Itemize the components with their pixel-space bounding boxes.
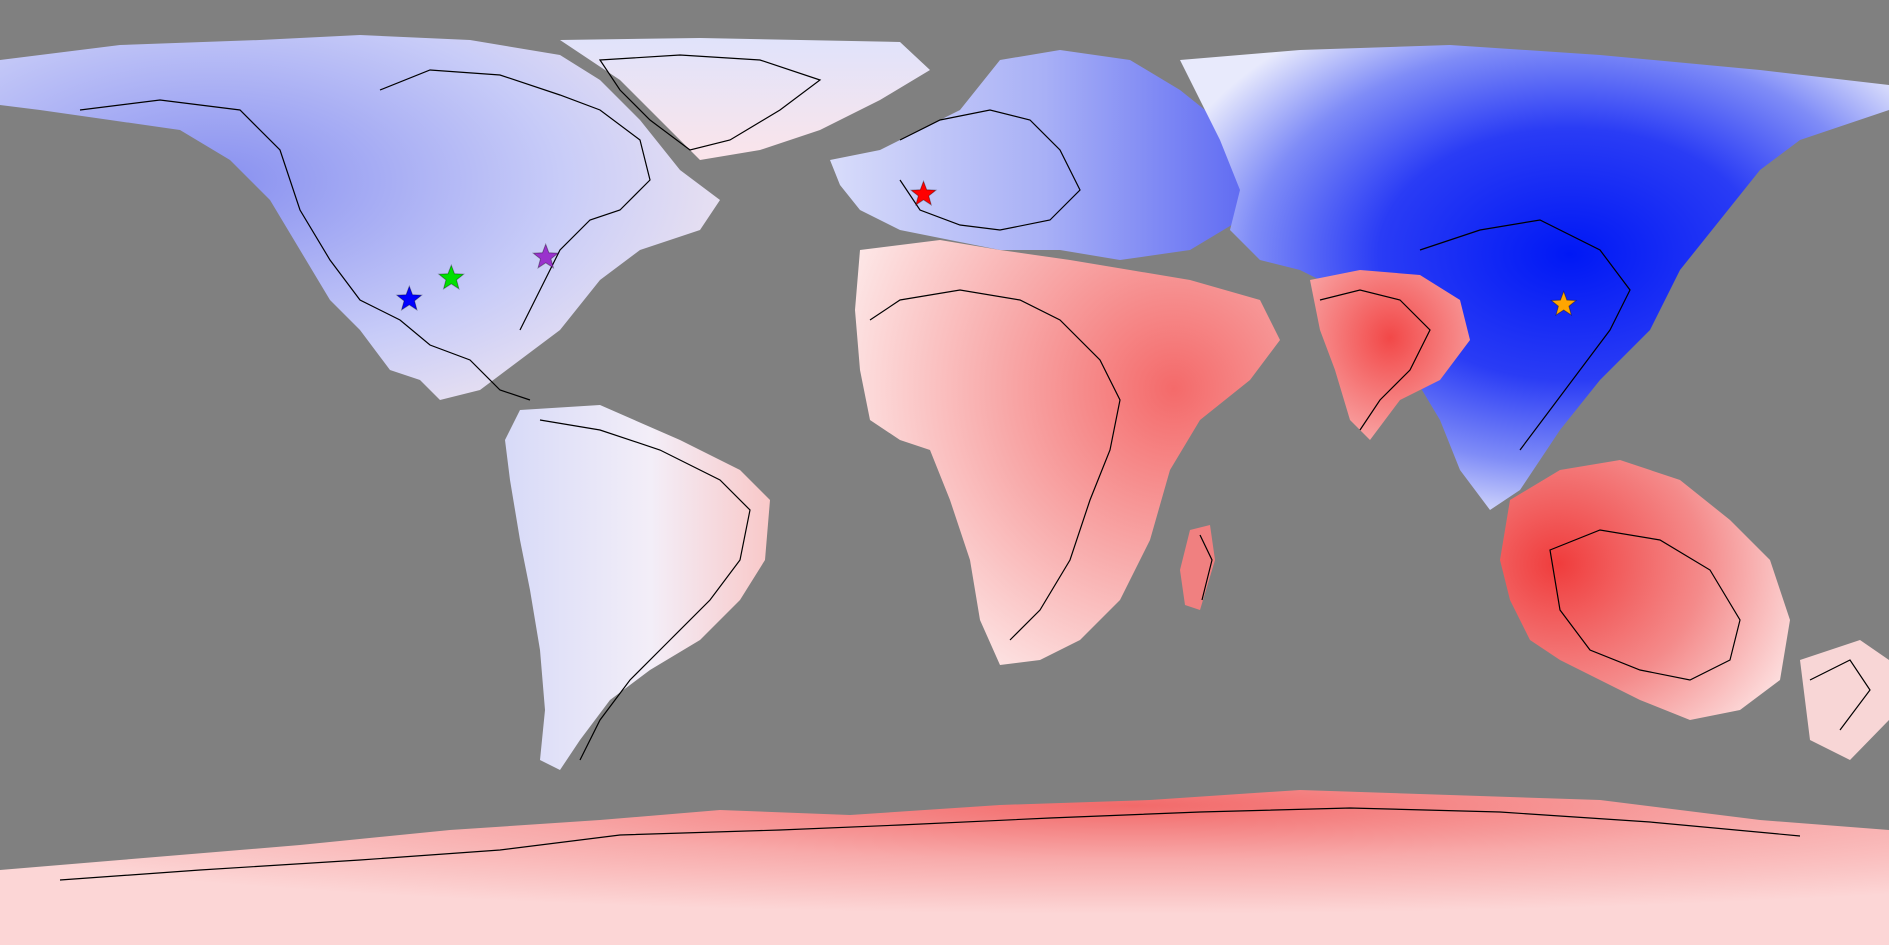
marker-layer — [395, 179, 1578, 317]
marker-red-star-icon[interactable] — [909, 179, 938, 206]
region-india — [1310, 270, 1470, 440]
marker-green-star-icon[interactable] — [437, 263, 465, 290]
marker-blue-star-icon[interactable] — [395, 284, 423, 311]
region-madagascar — [1180, 525, 1215, 610]
region-europe — [830, 50, 1260, 260]
region-north-america — [0, 35, 720, 400]
region-africa — [855, 240, 1280, 665]
coastlines — [59, 54, 1871, 881]
region-new-zealand — [1800, 640, 1889, 760]
region-antarctica — [0, 790, 1889, 945]
marker-purple-star-icon[interactable] — [531, 242, 560, 269]
region-greenland — [560, 38, 930, 160]
region-asia — [1180, 45, 1889, 510]
marker-orange-star-icon[interactable] — [1549, 290, 1578, 317]
region-australia — [1500, 460, 1790, 720]
region-south-america — [505, 405, 770, 770]
